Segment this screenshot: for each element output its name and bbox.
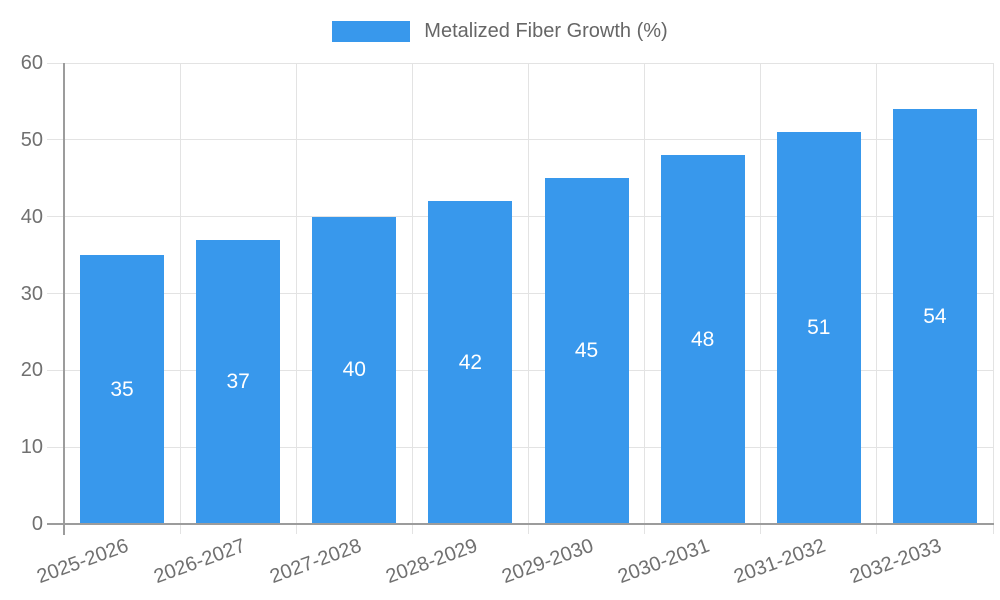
x-gridline (644, 63, 646, 524)
x-tick (644, 524, 646, 534)
bar[interactable] (892, 109, 977, 524)
y-tick-label: 30 (20, 282, 43, 305)
x-tick-label: 2028-2029 (382, 534, 481, 589)
x-gridline (295, 63, 297, 524)
legend-swatch (332, 20, 411, 42)
x-tick-label: 2032-2033 (847, 534, 945, 589)
x-tick-label: 2031-2032 (731, 534, 829, 589)
bar[interactable] (196, 239, 281, 524)
x-tick (760, 524, 762, 534)
y-tick-label: 10 (20, 436, 43, 459)
x-tick (411, 524, 413, 534)
x-axis-line (63, 523, 994, 525)
bar[interactable] (428, 201, 513, 524)
x-tick-label: 2027-2028 (266, 534, 365, 589)
y-tick-label: 50 (20, 128, 43, 151)
y-axis-line (63, 63, 65, 535)
x-tick-label: 2029-2030 (498, 534, 597, 589)
x-tick-label: 2030-2031 (615, 534, 713, 589)
bar[interactable] (80, 255, 165, 524)
x-gridline (760, 63, 762, 524)
y-tick (47, 62, 64, 64)
y-tick (47, 523, 64, 525)
bar-value-label: 42 (458, 350, 483, 374)
y-tick (47, 293, 64, 294)
legend-label: Metalized Fiber Growth (%) (424, 20, 668, 42)
x-tick-label: 2025-2026 (34, 534, 132, 589)
x-tick (179, 524, 181, 534)
y-tick (47, 369, 64, 371)
y-tick-label: 60 (20, 52, 43, 74)
legend[interactable]: Metalized Fiber Growth (%) (0, 18, 1000, 44)
bar-value-label: 48 (691, 327, 715, 351)
y-tick (47, 216, 64, 218)
x-tick (876, 524, 878, 534)
bar-value-label: 45 (574, 339, 599, 363)
x-gridline (992, 63, 994, 524)
x-tick (528, 524, 529, 534)
bar[interactable] (312, 216, 397, 524)
y-tick-label: 20 (20, 359, 43, 382)
x-tick (992, 524, 994, 534)
bar-value-label: 37 (226, 369, 250, 393)
x-tick (295, 524, 297, 534)
y-tick (47, 446, 64, 448)
y-tick-label: 0 (31, 513, 43, 535)
bar[interactable] (776, 132, 861, 524)
bar-value-label: 35 (110, 377, 134, 401)
bar-value-label: 54 (923, 304, 947, 328)
y-tick (47, 139, 64, 141)
x-tick-label: 2026-2027 (150, 534, 248, 589)
bar[interactable] (544, 178, 629, 524)
x-gridline (876, 63, 878, 524)
x-gridline (528, 63, 529, 524)
bar-value-label: 51 (807, 316, 831, 340)
bar[interactable] (660, 155, 745, 524)
bar-value-label: 40 (342, 358, 366, 382)
x-gridline (179, 63, 181, 524)
y-tick-label: 40 (20, 205, 43, 228)
x-gridline (411, 63, 413, 524)
